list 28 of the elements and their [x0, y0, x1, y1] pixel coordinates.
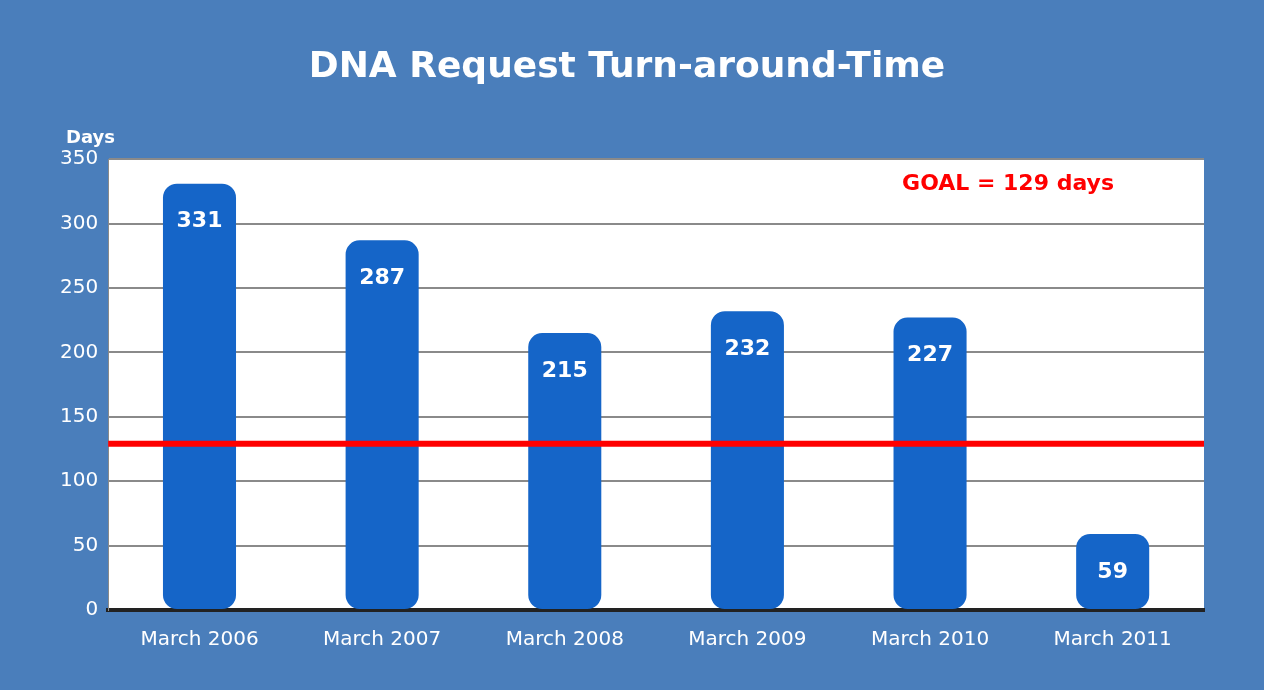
ref-line-label: GOAL = 129 days: [902, 169, 1114, 195]
x-tick-label: March 2009: [688, 626, 807, 651]
y-tick-label: 200: [59, 338, 99, 363]
x-tick-label: March 2011: [1053, 626, 1172, 651]
x-tick-label: March 2007: [323, 626, 442, 651]
y-tick-label: 100: [59, 467, 99, 492]
x-tick-label: March 2006: [140, 626, 259, 651]
y-tick-label: 50: [72, 531, 99, 556]
bar: [528, 333, 602, 609]
chart-title: DNA Request Turn-around-Time: [308, 43, 946, 85]
data-label: 59: [1097, 557, 1128, 583]
data-label: 232: [724, 334, 771, 360]
data-label: 215: [541, 356, 588, 382]
bar: [1076, 534, 1150, 609]
bar: [710, 311, 784, 609]
data-label: 287: [359, 264, 406, 290]
y-tick-label: 300: [59, 209, 99, 234]
data-label: 227: [907, 341, 954, 367]
y-tick-label: 150: [59, 403, 99, 427]
y-axis-title: Days: [66, 125, 115, 147]
x-tick-label: March 2010: [870, 626, 990, 651]
bar: [893, 317, 967, 609]
y-tick-label: 250: [59, 274, 99, 299]
data-label: 331: [176, 207, 223, 233]
bar: [162, 183, 237, 609]
bar: [345, 240, 419, 609]
x-tick-label: March 2008: [505, 626, 624, 651]
y-tick-label: 0: [85, 596, 99, 621]
